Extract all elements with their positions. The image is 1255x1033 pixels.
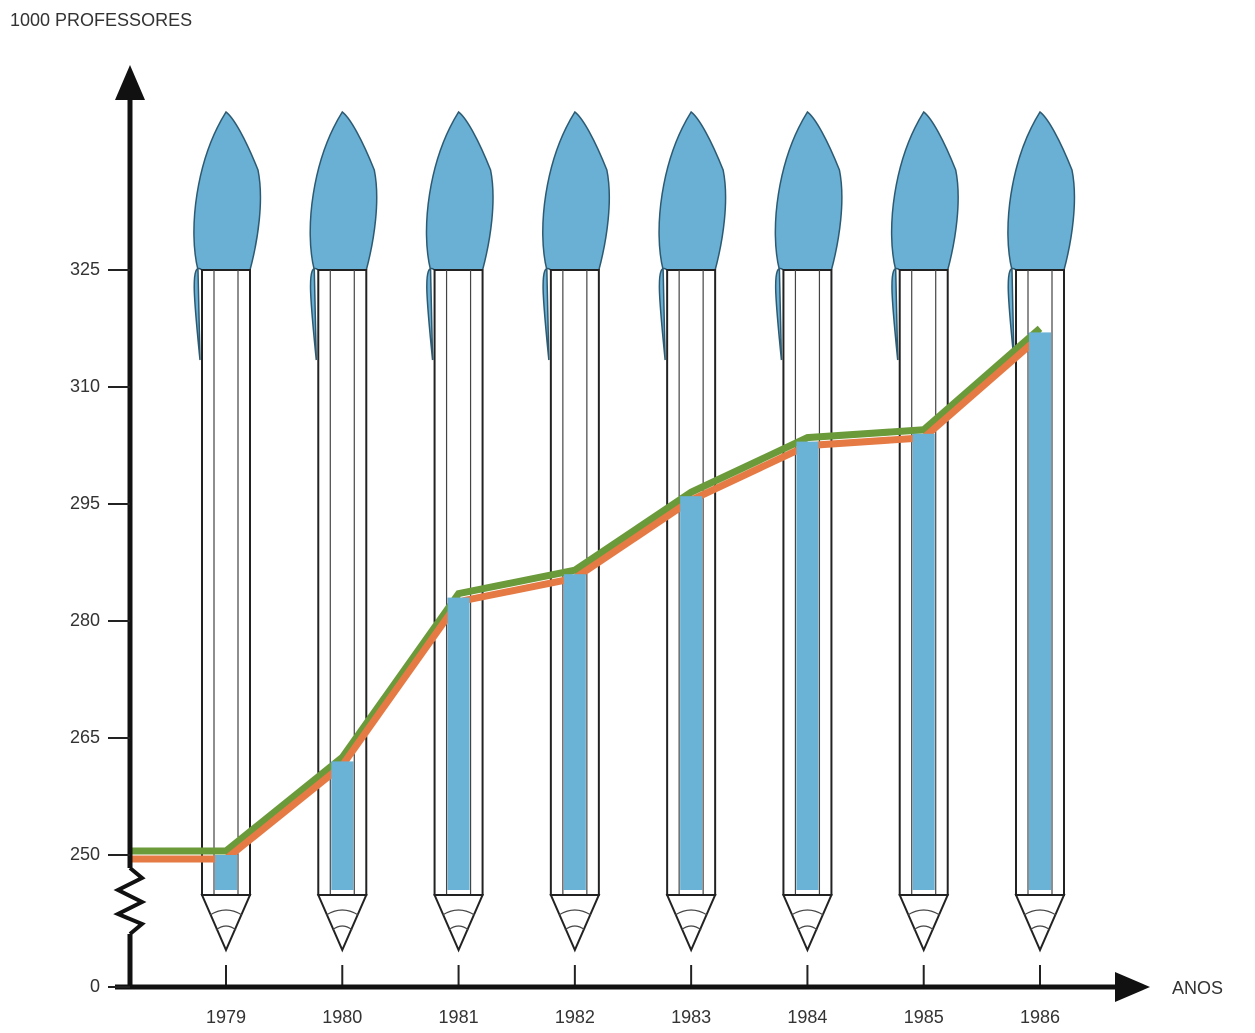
y-arrow (115, 65, 145, 100)
axis-break (113, 866, 147, 936)
x-tick-label: 1986 (1020, 1007, 1060, 1027)
y-tick-label: 265 (70, 727, 100, 747)
x-arrow (1115, 972, 1150, 1002)
pencil-tip (898, 894, 950, 953)
y-tick-label: 325 (70, 259, 100, 279)
pencil-cap (658, 110, 727, 361)
y-tick-label: 280 (70, 610, 100, 630)
bar (680, 496, 703, 890)
pencil-tip-lines (325, 909, 359, 931)
pencil-cap (1007, 110, 1076, 361)
bar (796, 441, 819, 890)
y-tick-label: 250 (70, 844, 100, 864)
x-tick-label: 1981 (439, 1007, 479, 1027)
x-tick-label: 1985 (904, 1007, 944, 1027)
y-tick-label: 0 (90, 976, 100, 996)
pencil-tip (316, 894, 368, 953)
pencil-cap (425, 110, 494, 361)
x-axis-label: ANOS (1172, 978, 1223, 998)
x-tick-label: 1979 (206, 1007, 246, 1027)
bar (331, 761, 354, 890)
pencil-tip (549, 894, 601, 953)
bar (1029, 332, 1051, 890)
pencil-tip-lines (674, 909, 708, 931)
x-tick-label: 1983 (671, 1007, 711, 1027)
pencil-tip-lines (442, 909, 475, 931)
pencil-cap (890, 110, 959, 361)
y-tick-label: 295 (70, 493, 100, 513)
x-tick-label: 1980 (322, 1007, 362, 1027)
bar (563, 574, 586, 890)
pencil-cap (193, 110, 262, 361)
pencil-cap (774, 110, 843, 361)
bar (447, 597, 470, 890)
pencil-tip (200, 894, 252, 953)
pencil-tip-lines (1023, 909, 1057, 931)
y-axis-label: 1000 PROFESSORES (10, 10, 192, 30)
x-tick-label: 1982 (555, 1007, 595, 1027)
pencil-tip (433, 894, 485, 953)
pencil-tip (665, 894, 717, 953)
axis-break-gap (124, 868, 136, 934)
pencil-cap (309, 110, 378, 361)
pencil-tip-lines (907, 909, 941, 931)
bar (215, 855, 237, 890)
y-tick-label: 310 (70, 376, 100, 396)
x-tick-label: 1984 (787, 1007, 827, 1027)
pencil-tip (781, 894, 833, 953)
trend-green (130, 325, 1043, 855)
pencil-tip-lines (791, 909, 824, 931)
pencil-tip (1014, 894, 1066, 953)
pencil-tip-lines (209, 909, 243, 931)
pencil-tip-lines (558, 909, 592, 931)
pencil-body (201, 269, 251, 896)
pencil-cap (542, 110, 611, 361)
bar (912, 433, 935, 890)
